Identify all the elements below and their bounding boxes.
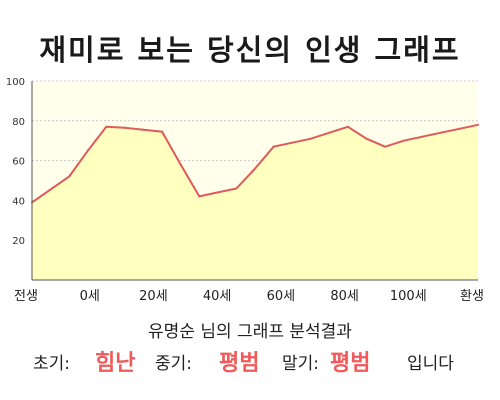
data-point (179, 163, 182, 166)
data-point (198, 195, 201, 198)
data-point (328, 131, 331, 134)
data-point (105, 125, 108, 128)
x-tick-labels: 전생 0세 20세 40세 60세 80세 100세 환생 (14, 289, 484, 304)
y-tick-label: 80 (12, 117, 25, 128)
y-tick-labels: 20 40 60 80 100 (6, 77, 25, 247)
y-tick-label: 60 (12, 157, 25, 168)
page-title: 재미로 보는 당신의 인생 그래프 (39, 33, 461, 67)
data-point (86, 149, 89, 152)
data-point (254, 167, 256, 170)
x-tick-label: 60세 (267, 289, 296, 304)
data-point (123, 126, 126, 129)
area-fill (32, 124, 478, 280)
data-point (309, 137, 312, 140)
early-label: 초기: (33, 354, 71, 374)
data-point (68, 175, 71, 178)
x-tick-label: 40세 (203, 289, 232, 304)
early-value: 힘난 (95, 351, 136, 376)
mid-label: 중기: (155, 354, 193, 374)
data-point (439, 131, 442, 134)
result-summary: 초기: 힘난 중기: 평범 말기: 평범 입니다 (0, 348, 500, 380)
data-point (402, 139, 405, 142)
x-tick-label: 환생 (460, 289, 484, 304)
x-tick-label: 0세 (80, 289, 100, 304)
data-point (365, 137, 368, 140)
mid-value: 평범 (219, 351, 260, 376)
data-point (142, 128, 145, 131)
y-tick-label: 20 (12, 236, 25, 247)
result-heading: 유명순 님의 그래프 분석결과 (148, 322, 352, 342)
y-tick-label: 40 (12, 196, 25, 207)
data-point (346, 125, 349, 128)
x-tick-label: 전생 (14, 289, 38, 304)
late-value: 평범 (330, 351, 371, 376)
data-point (458, 127, 461, 130)
x-tick-label: 80세 (330, 289, 359, 304)
series-line (31, 123, 479, 204)
data-point (272, 145, 275, 148)
data-point (421, 135, 424, 138)
data-point (161, 130, 164, 133)
y-tick-label: 100 (6, 77, 25, 88)
late-label: 말기: (282, 354, 320, 374)
data-point (291, 141, 294, 144)
data-point (235, 187, 238, 190)
data-point (216, 191, 219, 194)
x-tick-label: 20세 (139, 289, 168, 304)
data-points (31, 123, 479, 204)
data-point (477, 123, 479, 126)
result-suffix: 입니다 (407, 354, 454, 374)
x-tick-label: 100세 (390, 289, 427, 304)
data-point (384, 145, 387, 148)
